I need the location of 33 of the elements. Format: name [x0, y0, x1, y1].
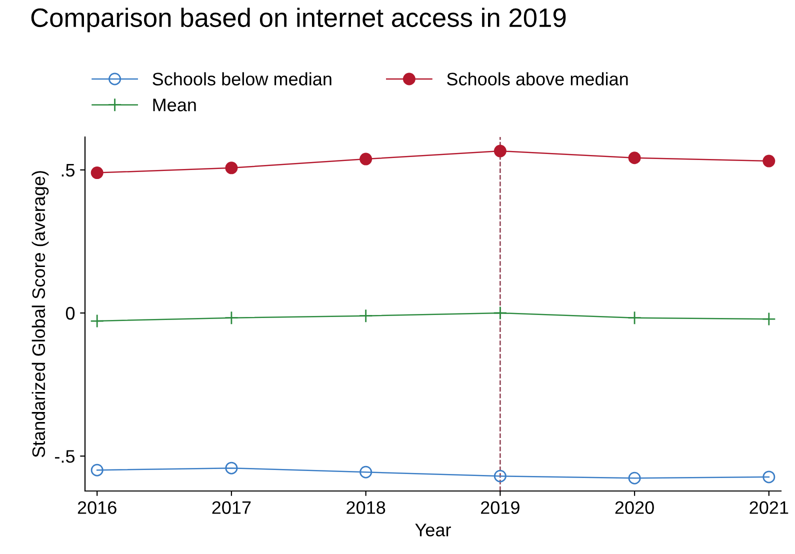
y-tick-label: 0 — [66, 306, 75, 320]
point — [628, 310, 642, 325]
point — [628, 472, 641, 484]
point — [360, 152, 372, 166]
point — [493, 306, 508, 320]
point — [494, 144, 506, 158]
point — [762, 154, 776, 168]
point — [358, 308, 373, 323]
point — [225, 162, 238, 174]
x-tick-label: 2020 — [615, 501, 654, 514]
x-tick-label: 2021 — [750, 501, 788, 514]
point — [225, 462, 238, 474]
point — [90, 464, 104, 476]
point — [90, 166, 104, 180]
x-tick-label: 2019 — [481, 501, 520, 514]
y-tick-label: .5 — [62, 164, 75, 177]
x-tick-label: 2016 — [78, 501, 116, 514]
y-axis-title: Standarized Global Score (average) — [32, 171, 49, 458]
legend-label: Mean — [153, 98, 196, 112]
point — [628, 152, 641, 164]
point — [494, 470, 506, 482]
legend-label: Schools below median — [152, 72, 332, 86]
chart-title: Comparison based on internet access in 2019 — [31, 8, 566, 32]
x-tick-label: 2017 — [212, 501, 251, 514]
legend-label: Schools above median — [447, 72, 628, 86]
point — [224, 310, 238, 325]
x-tick-label: 2018 — [346, 501, 386, 514]
x-axis-title: Year — [415, 524, 451, 536]
point — [90, 314, 104, 328]
point — [360, 466, 372, 478]
point — [762, 312, 776, 326]
point — [762, 470, 776, 484]
y-tick-label: -.5 — [55, 450, 75, 463]
